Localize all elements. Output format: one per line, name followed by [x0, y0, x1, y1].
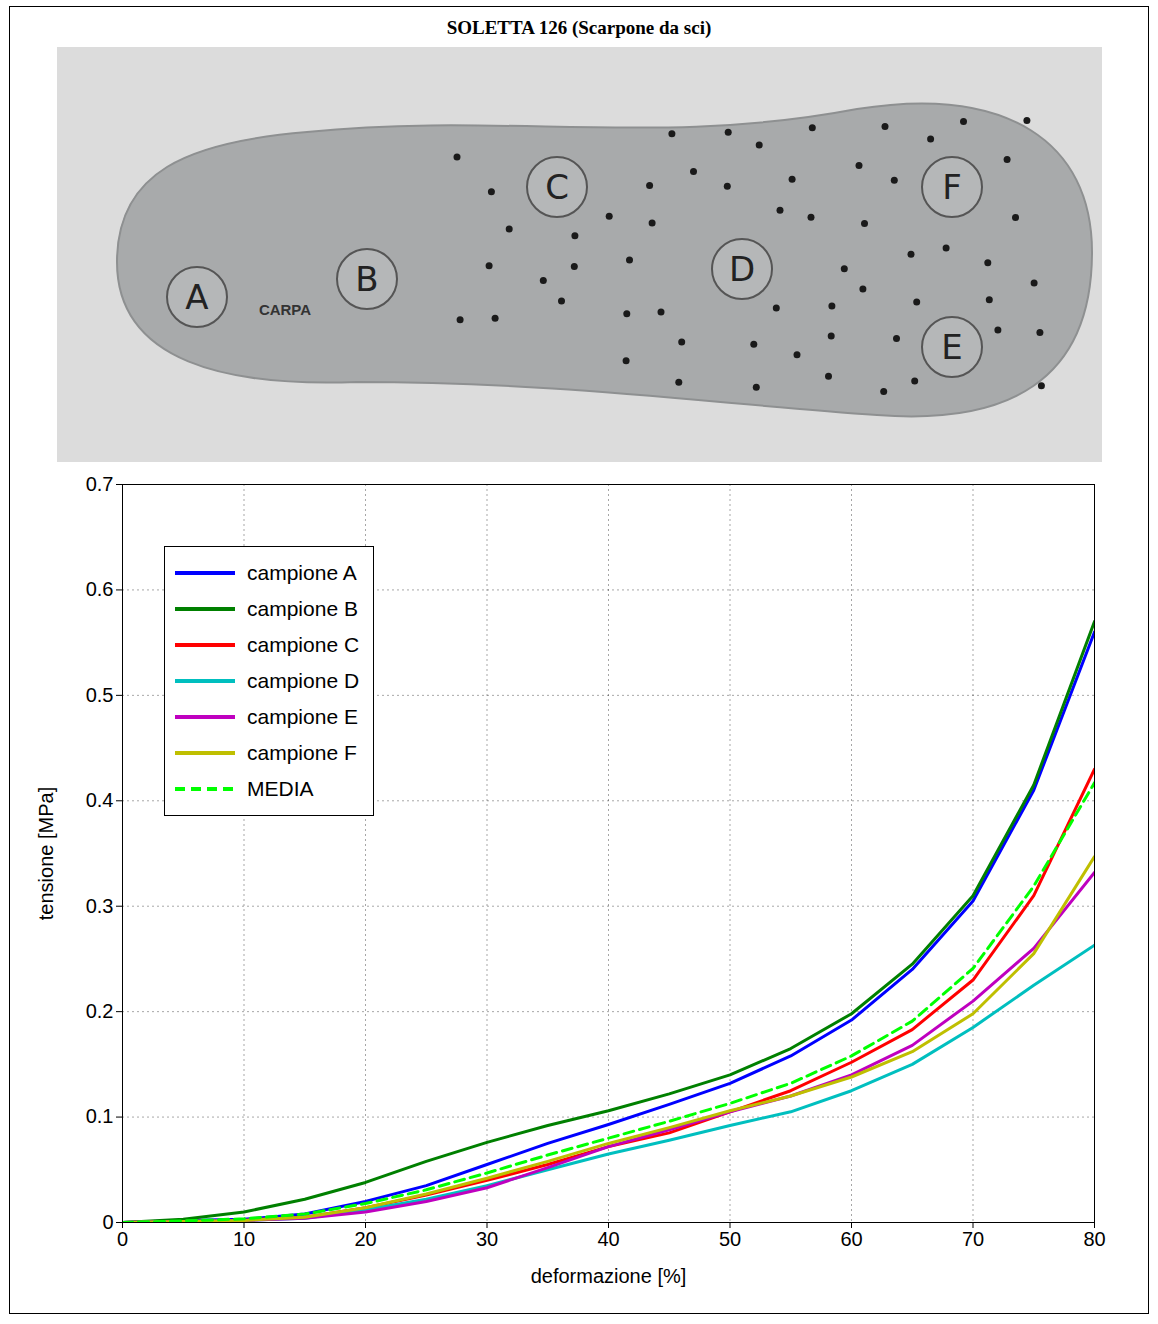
svg-text:70: 70	[962, 1228, 984, 1250]
svg-text:B: B	[355, 259, 378, 299]
html-text:SOLETTA 126 (Scarpone da sci): SOLETTA 126 (Scarpone da sci)	[446, 17, 712, 38]
svg-text:0.7: 0.7	[86, 473, 114, 495]
svg-text:0.2: 0.2	[86, 1000, 114, 1022]
html-text:MEDIA: MEDIA	[247, 777, 314, 800]
svg-text:CARPA: CARPA	[258, 301, 310, 318]
svg-text:0: 0	[102, 1211, 113, 1233]
svg-text:10: 10	[233, 1228, 255, 1250]
html-text:campione E: campione E	[247, 705, 358, 728]
svg-text:60: 60	[840, 1228, 862, 1250]
svg-text:0.4: 0.4	[86, 789, 114, 811]
svg-text:0: 0	[117, 1228, 128, 1250]
svg-text:deformazione [%]: deformazione [%]	[531, 1265, 687, 1287]
html-text:campione A: campione A	[247, 561, 357, 584]
svg-text:0.6: 0.6	[86, 578, 114, 600]
svg-text:A: A	[185, 277, 208, 317]
svg-text:0.3: 0.3	[86, 895, 114, 917]
html-text:campione D: campione D	[247, 669, 360, 692]
svg-text:50: 50	[719, 1228, 741, 1250]
svg-text:40: 40	[597, 1228, 619, 1250]
svg-text:E: E	[941, 327, 962, 367]
svg-text:0.1: 0.1	[86, 1105, 114, 1127]
svg-text:C: C	[545, 167, 569, 207]
svg-text:80: 80	[1083, 1228, 1105, 1250]
svg-text:F: F	[942, 167, 962, 207]
svg-text:20: 20	[354, 1228, 376, 1250]
svg-text:0.5: 0.5	[86, 684, 114, 706]
svg-text:30: 30	[476, 1228, 498, 1250]
html-text:campione F: campione F	[247, 741, 357, 764]
svg-text:D: D	[728, 249, 754, 289]
html-text:campione C: campione C	[247, 633, 360, 656]
svg-text:tensione [MPa]: tensione [MPa]	[35, 787, 57, 920]
html-text:campione B: campione B	[247, 597, 358, 620]
